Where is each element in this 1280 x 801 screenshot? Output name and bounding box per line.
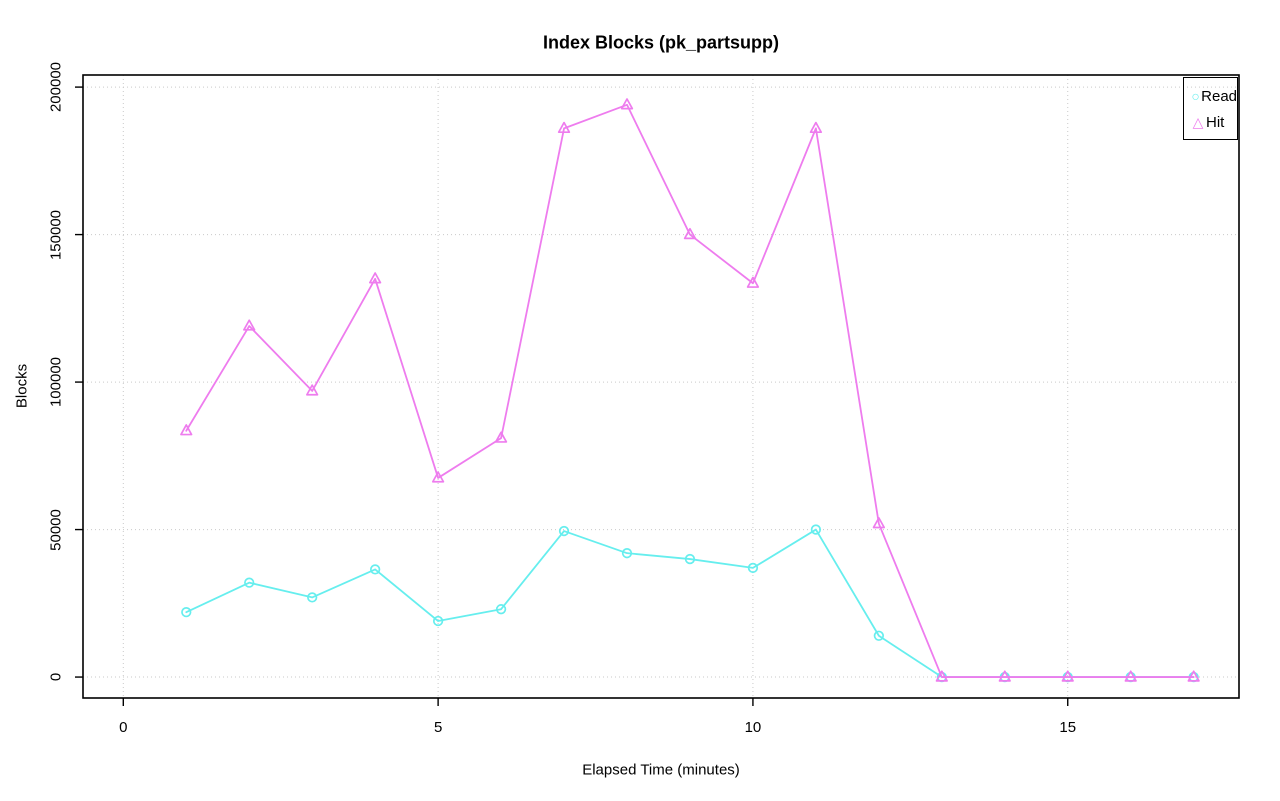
triangle-marker-icon <box>809 121 823 134</box>
triangle-marker-icon <box>935 670 948 682</box>
circle-marker-icon <box>432 615 444 627</box>
triangle-marker-icon <box>1124 670 1137 682</box>
chart-title: Index Blocks (pk_partsupp) <box>542 32 780 53</box>
y-tick-label: 100000 <box>47 357 65 408</box>
triangle-marker-icon <box>1061 670 1074 682</box>
triangle-marker-icon <box>557 121 571 134</box>
y-tick-label: 0 <box>47 672 65 682</box>
series-read-line <box>185 528 1195 678</box>
plot-box <box>82 74 1240 699</box>
y-tick-label: 200000 <box>47 62 65 113</box>
circle-marker-icon <box>747 562 759 574</box>
triangle-marker-icon <box>998 670 1011 682</box>
x-tick-label: 0 <box>119 719 128 736</box>
x-axis-label: Elapsed Time (minutes) <box>582 761 740 779</box>
x-tick-label: 5 <box>433 719 443 736</box>
triangle-marker-icon <box>494 431 508 443</box>
legend-item-read: ○ Read <box>1184 83 1237 109</box>
legend: ○ Read △ Hit <box>1183 77 1238 140</box>
triangle-marker-icon <box>683 227 697 240</box>
circle-marker-icon <box>684 553 696 565</box>
triangle-marker-icon <box>872 517 886 529</box>
triangle-marker-icon <box>368 272 382 284</box>
triangle-marker-icon <box>620 98 634 110</box>
triangle-marker-icon <box>431 471 445 483</box>
x-tick-label: 10 <box>744 719 762 736</box>
triangle-marker-icon <box>243 319 256 331</box>
circle-marker-icon <box>495 604 507 615</box>
legend-item-hit: △ Hit <box>1184 109 1237 135</box>
circle-marker-icon <box>244 577 255 588</box>
legend-label: Read <box>1201 87 1237 105</box>
circle-marker-icon <box>810 524 822 535</box>
triangle-marker-icon: △ <box>1192 114 1204 130</box>
series-read-markers <box>181 524 1199 683</box>
circle-marker-icon <box>369 564 381 575</box>
circle-marker-icon <box>181 607 192 618</box>
circle-marker-icon <box>873 630 885 641</box>
triangle-marker-icon <box>306 384 319 396</box>
series-hit-markers <box>180 98 1200 682</box>
circle-marker-icon <box>307 592 318 603</box>
triangle-marker-icon <box>1187 670 1200 682</box>
circle-marker-icon <box>558 525 570 537</box>
x-tick-label: 15 <box>1059 719 1077 736</box>
y-tick-label: 150000 <box>47 209 65 260</box>
circle-marker-icon <box>621 548 633 559</box>
triangle-marker-icon <box>746 276 760 288</box>
y-axis-label: Blocks <box>13 363 31 409</box>
circle-marker-icon: ○ <box>1191 88 1200 104</box>
y-tick-label: 50000 <box>47 508 65 551</box>
triangle-marker-icon <box>180 424 193 436</box>
legend-label: Hit <box>1206 113 1225 131</box>
series-hit-line <box>185 103 1195 678</box>
